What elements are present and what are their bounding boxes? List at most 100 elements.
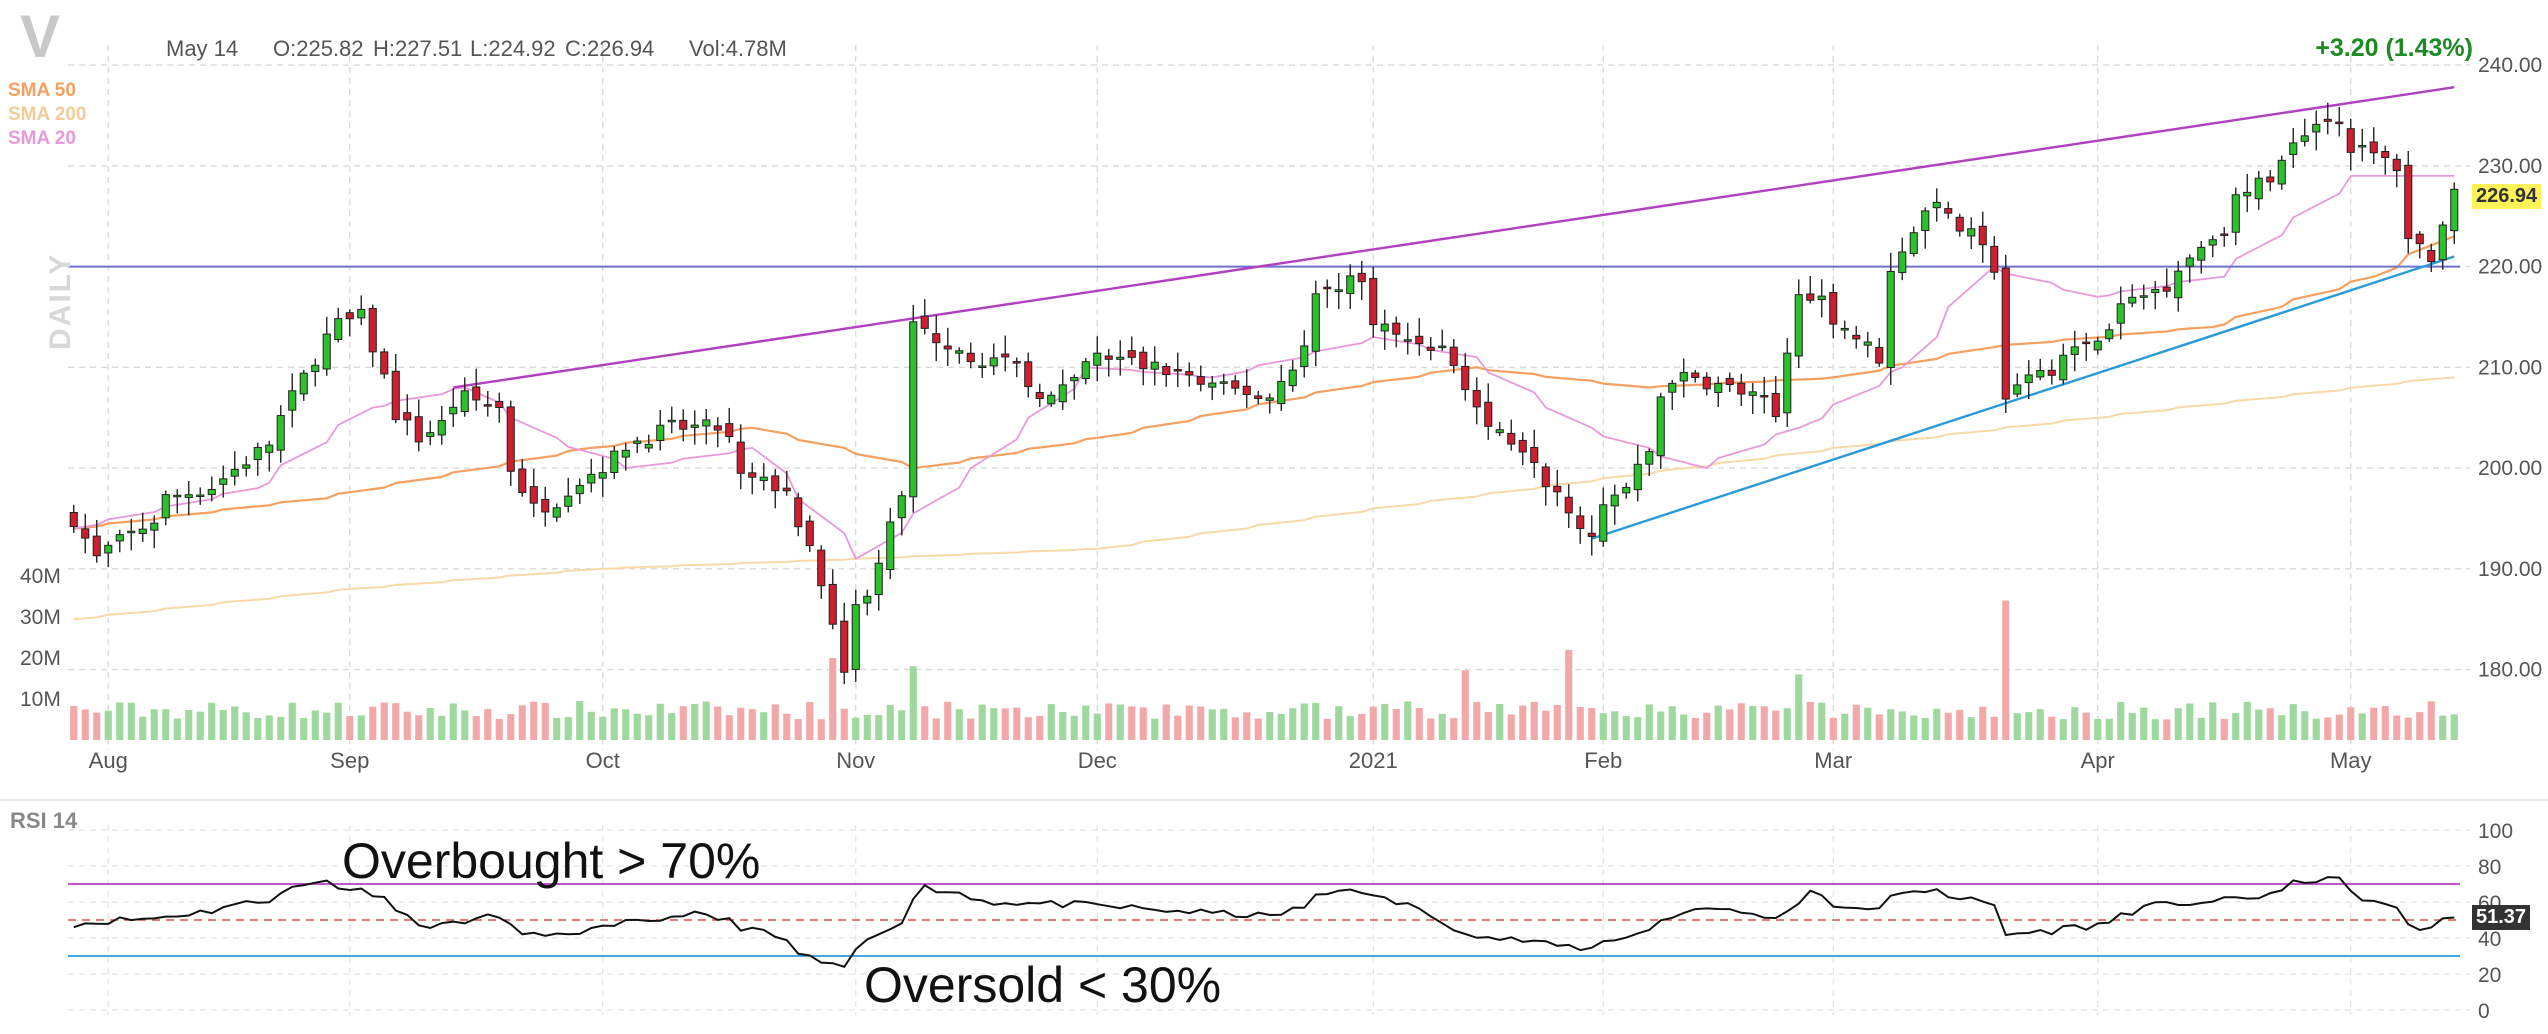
price-tick-label: 220.00: [2478, 256, 2542, 279]
volume-bar: [1622, 716, 1630, 740]
candle-body: [1415, 335, 1424, 345]
volume-bar: [1795, 674, 1803, 740]
volume-bar: [1013, 707, 1021, 740]
candle-body: [1955, 216, 1964, 232]
volume-bar: [530, 701, 538, 740]
volume-bar: [1714, 705, 1722, 740]
volume-bar: [1266, 712, 1274, 740]
candle-body: [1208, 382, 1217, 388]
candle-body: [1829, 292, 1838, 325]
candle-body: [299, 372, 308, 395]
volume-bar: [564, 717, 572, 740]
volume-bar: [737, 707, 745, 740]
volume-bar: [1392, 709, 1400, 740]
close-value: C:226.94: [565, 36, 655, 61]
candle-body: [713, 425, 722, 431]
volume-bar: [1611, 711, 1619, 740]
candle-body: [1495, 429, 1504, 434]
candle-body: [242, 464, 251, 469]
volume-bar: [1461, 670, 1469, 740]
candle-body: [1898, 251, 1907, 274]
candle-body: [1426, 346, 1435, 351]
candle-body: [978, 365, 987, 369]
candle-body: [1254, 395, 1263, 400]
current-price-badge: 226.94: [2472, 183, 2542, 209]
candle-body: [1035, 391, 1044, 399]
candle-body: [1679, 372, 1688, 382]
candle-body: [161, 494, 170, 519]
volume-bar: [2140, 707, 2148, 740]
candle-body: [748, 472, 757, 478]
candle-body: [1024, 361, 1033, 388]
candle-body: [805, 520, 814, 547]
candle-body: [173, 494, 182, 498]
candle-body: [897, 495, 906, 519]
candle-body: [2024, 374, 2033, 384]
volume-bar: [81, 709, 89, 740]
candle-body: [1323, 286, 1332, 290]
candle-body: [1311, 293, 1320, 352]
volume-bar: [1346, 716, 1354, 740]
candle-body: [1553, 485, 1562, 493]
volume-value: Vol:4.78M: [689, 36, 787, 61]
candle-body: [69, 511, 78, 527]
candle-body: [495, 400, 504, 409]
candle-body: [1127, 350, 1136, 358]
candle-body: [782, 487, 791, 492]
candle-body: [437, 420, 446, 436]
volume-bar: [2439, 715, 2447, 740]
axis-labels: 180.00 190.00 200.00 210.00 220.00 230.00 240.…: [20, 54, 2542, 773]
candle-body: [828, 583, 837, 625]
volume-tick-label: 20M: [20, 647, 61, 670]
candle-body: [736, 441, 745, 474]
legend-sma50[interactable]: SMA 50: [8, 80, 76, 101]
volume-bar: [2358, 713, 2366, 740]
volume-bar: [944, 701, 952, 740]
volume-bar: [1369, 706, 1377, 740]
volume-bar: [346, 716, 354, 740]
volume-bar: [921, 706, 929, 740]
volume-bar: [1024, 717, 1032, 740]
volume-bar: [2163, 719, 2171, 740]
volume-bar: [2324, 717, 2332, 740]
candle-body: [2093, 340, 2102, 351]
candle-body: [2208, 239, 2217, 246]
sma20-path: [73, 174, 2455, 560]
volume-bar: [1151, 718, 1159, 740]
legend-sma200[interactable]: SMA 200: [8, 104, 87, 125]
volume-bar: [1818, 702, 1826, 740]
volume-bar: [449, 703, 457, 740]
candle-body: [1530, 446, 1539, 463]
candle-body: [874, 562, 883, 596]
candle-body: [2312, 123, 2321, 133]
volume-bar: [265, 715, 273, 740]
candle-body: [1921, 210, 1930, 232]
volume-bar: [185, 710, 193, 740]
date-tick-label: May: [2330, 748, 2372, 773]
volume-bar: [725, 715, 733, 740]
volume-bar: [518, 705, 526, 740]
sma50-line: [73, 235, 2455, 530]
volume-bar: [1139, 707, 1147, 740]
candle-body: [1472, 390, 1481, 408]
candle-body: [851, 604, 860, 670]
candle-body: [2151, 289, 2160, 294]
volume-bar: [288, 702, 296, 740]
timeframe-label: DAILY: [44, 252, 77, 350]
volume-bar: [1507, 714, 1515, 740]
candle-body: [1346, 275, 1355, 294]
volume-bar: [1300, 703, 1308, 740]
candle-body: [759, 476, 768, 481]
volume-bar: [1208, 709, 1216, 740]
candle-body: [564, 495, 573, 507]
price-tick-label: 180.00: [2478, 659, 2542, 682]
volume-bar: [1427, 718, 1435, 740]
volume-bar: [208, 702, 216, 740]
volume-bar: [1277, 713, 1285, 740]
volume-bar: [1001, 708, 1009, 740]
candle-body: [1599, 504, 1608, 542]
volume-bar: [645, 715, 653, 740]
legend-sma20[interactable]: SMA 20: [8, 128, 76, 149]
volume-bar: [472, 716, 480, 740]
